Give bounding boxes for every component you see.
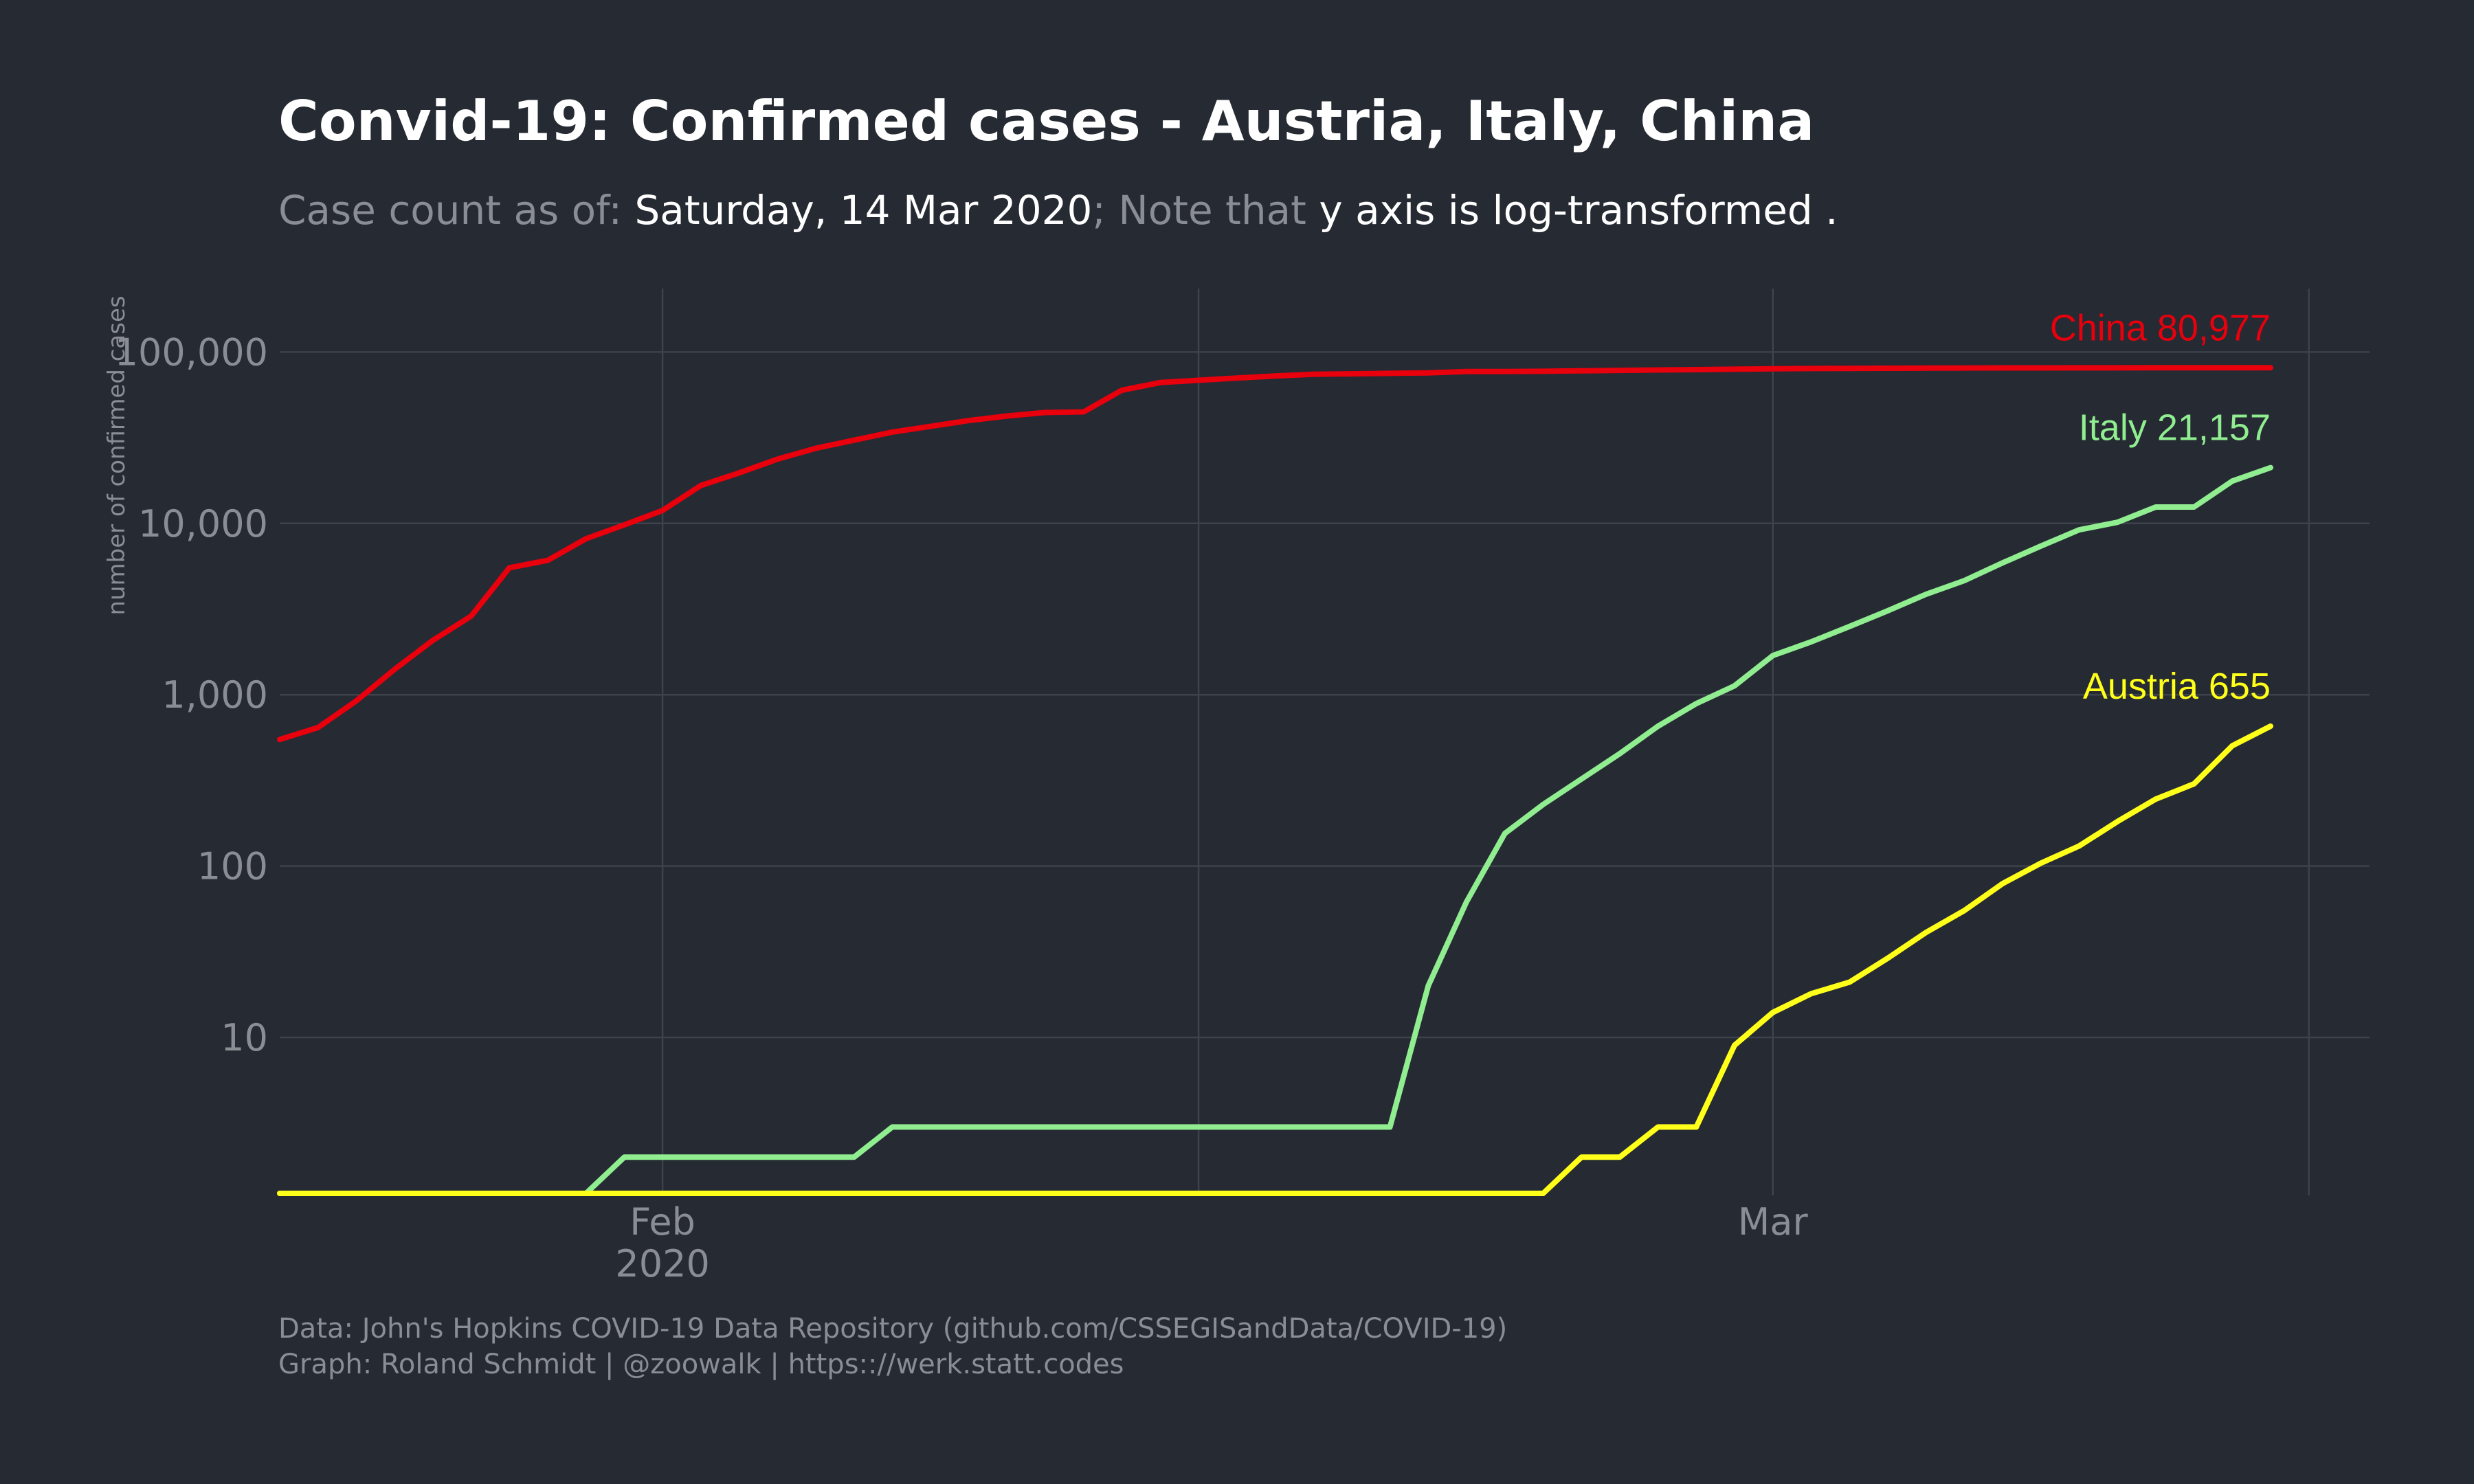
caption-author: Graph: Roland Schmidt | @zoowalk | https… (278, 1349, 1124, 1380)
series-line-china (277, 365, 2273, 743)
caption-source: Data: John's Hopkins COVID-19 Data Repos… (278, 1313, 1508, 1345)
y-tick-label: 100,000 (115, 330, 268, 374)
end-label-china: China 80,977 (2050, 307, 2271, 348)
y-tick-label: 1,000 (161, 673, 268, 717)
chart-title: Convid-19: Confirmed cases - Austria, It… (278, 89, 1815, 153)
subtitle-prefix: Case count as of: (278, 187, 635, 234)
x-tick-sublabel: 2020 (615, 1242, 709, 1285)
chart-caption: Data: John's Hopkins COVID-19 Data Repos… (278, 1311, 1507, 1382)
series-lines (277, 365, 2273, 1196)
y-tick-label: 10,000 (138, 502, 268, 546)
subtitle-note: y axis is log-transformed (1319, 187, 1813, 234)
series-line-austria (277, 723, 2273, 1196)
series-line-italy (277, 464, 2273, 1196)
subtitle-end: . (1812, 187, 1838, 234)
y-tick-label: 10 (221, 1016, 268, 1059)
y-tick-label: 100 (197, 845, 268, 888)
end-label-austria: Austria 655 (2083, 666, 2271, 707)
series-end-labels: China 80,977 Italy 21,157 Austria 655 (2050, 307, 2271, 707)
chart-subtitle: Case count as of: Saturday, 14 Mar 2020;… (278, 187, 1838, 234)
grid-lines (280, 289, 2370, 1195)
subtitle-date: Saturday, 14 Mar 2020 (634, 187, 1093, 234)
x-tick-label: Mar (1738, 1200, 1809, 1244)
axes: number of confirmed cases 10 100 1,000 10,0… (103, 295, 1808, 1285)
x-tick-label: Feb (629, 1200, 695, 1244)
end-label-italy: Italy 21,157 (2079, 407, 2271, 449)
y-axis-title: number of confirmed cases (103, 295, 131, 615)
subtitle-mid: ; Note that (1092, 187, 1319, 234)
